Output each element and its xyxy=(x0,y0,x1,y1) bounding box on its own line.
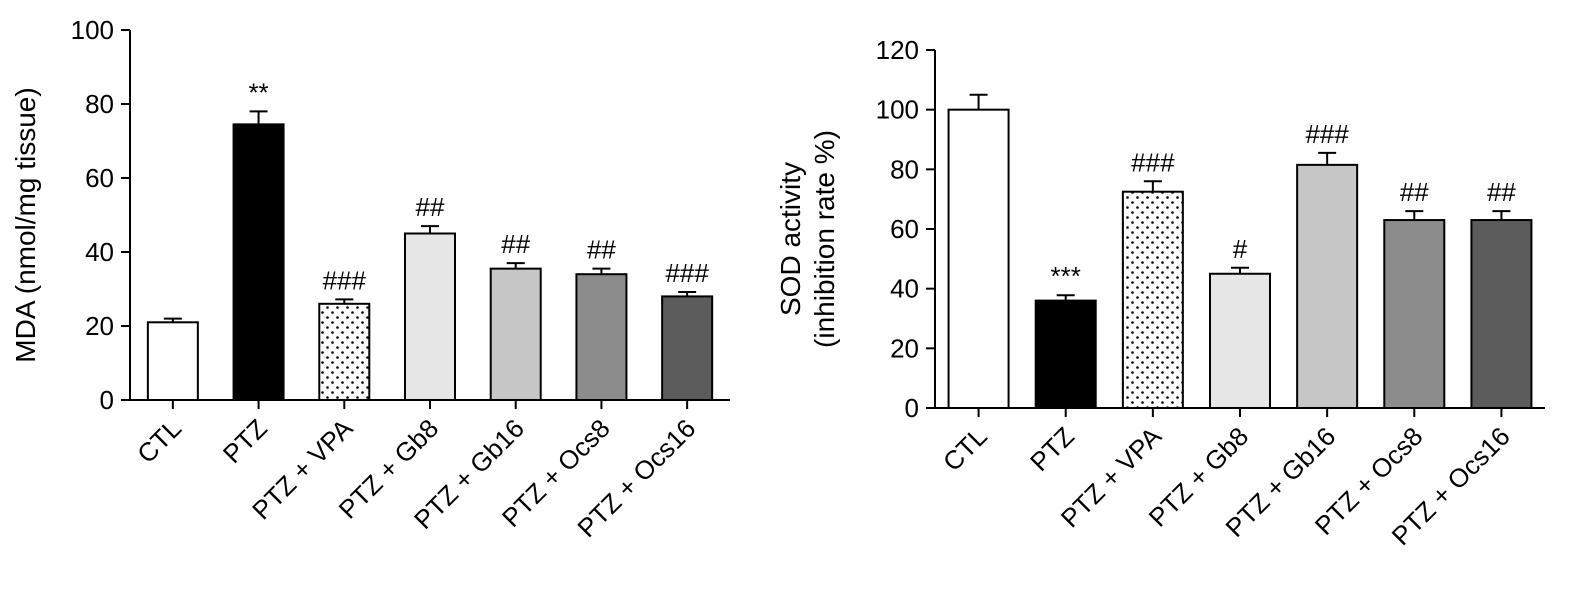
significance-label: ### xyxy=(665,258,709,288)
y-tick-label: 20 xyxy=(890,333,919,363)
category-label: PTZ xyxy=(1024,421,1080,477)
significance-label: *** xyxy=(1051,261,1081,291)
category-label: CTL xyxy=(131,413,187,469)
bar-ptz-ocs8 xyxy=(1383,219,1446,409)
y-axis-title: MDA (nmol/mg tissue) xyxy=(10,87,41,362)
bar-ptz-gb16 xyxy=(489,267,542,401)
y-tick-label: 120 xyxy=(876,35,919,65)
y-axis-title: (inhibition rate %) xyxy=(809,130,840,348)
bar-ptz-ocs16 xyxy=(661,295,714,401)
bar-ptz-ocs16 xyxy=(1470,219,1533,409)
bar-ptz-vpa xyxy=(318,302,371,401)
bar-ptz-ocs8 xyxy=(575,273,628,402)
y-tick-label: 0 xyxy=(905,393,919,423)
significance-label: ## xyxy=(416,192,445,222)
significance-label: ## xyxy=(1487,177,1516,207)
category-label: CTL xyxy=(937,421,993,477)
category-label: PTZ xyxy=(217,413,273,469)
y-tick-label: 60 xyxy=(85,163,114,193)
bar-ptz-gb8 xyxy=(404,232,456,401)
y-tick-label: 100 xyxy=(71,15,114,45)
significance-label: ## xyxy=(1400,177,1429,207)
significance-label: ### xyxy=(1131,147,1175,177)
bar-ptz-vpa xyxy=(1121,190,1184,409)
significance-label: ** xyxy=(248,77,268,107)
y-tick-label: 0 xyxy=(100,385,114,415)
significance-label: ### xyxy=(323,265,367,295)
bar-ctl xyxy=(146,321,199,401)
y-tick-label: 40 xyxy=(85,237,114,267)
y-tick-label: 40 xyxy=(890,274,919,304)
bar-ptz-gb8 xyxy=(1209,272,1271,409)
bar-ptz xyxy=(1034,299,1097,410)
y-tick-label: 80 xyxy=(85,89,114,119)
bar-ptz xyxy=(232,123,285,401)
y-tick-label: 20 xyxy=(85,311,114,341)
significance-label: # xyxy=(1233,234,1248,264)
y-tick-label: 100 xyxy=(876,95,919,125)
y-tick-label: 60 xyxy=(890,214,919,244)
significance-label: ## xyxy=(587,235,616,265)
significance-label: ## xyxy=(501,229,530,259)
y-tick-label: 80 xyxy=(890,154,919,184)
bar-ptz-gb16 xyxy=(1296,163,1359,409)
y-axis-title: SOD activity xyxy=(775,162,806,316)
bar-ctl xyxy=(947,108,1010,410)
significance-label: ### xyxy=(1305,119,1349,149)
